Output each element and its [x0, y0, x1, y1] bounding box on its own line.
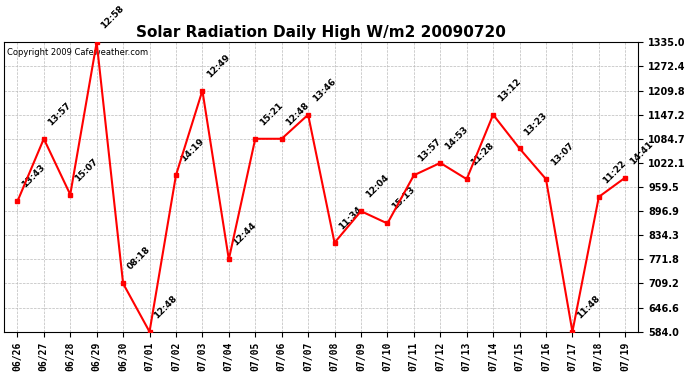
Text: 13:46: 13:46 [310, 76, 337, 103]
Text: 08:18: 08:18 [126, 245, 152, 272]
Text: 13:57: 13:57 [417, 137, 443, 164]
Text: 15:13: 15:13 [390, 185, 417, 212]
Title: Solar Radiation Daily High W/m2 20090720: Solar Radiation Daily High W/m2 20090720 [137, 25, 506, 40]
Text: 12:49: 12:49 [205, 52, 232, 79]
Text: 13:23: 13:23 [522, 110, 549, 137]
Text: 14:41: 14:41 [628, 139, 655, 166]
Text: 12:48: 12:48 [284, 100, 311, 127]
Text: 13:07: 13:07 [549, 141, 575, 168]
Text: 12:48: 12:48 [152, 294, 179, 320]
Text: 11:34: 11:34 [337, 204, 364, 231]
Text: 14:53: 14:53 [443, 124, 470, 152]
Text: 11:28: 11:28 [469, 141, 496, 168]
Text: 13:57: 13:57 [46, 100, 73, 127]
Text: 12:44: 12:44 [231, 221, 258, 248]
Text: 15:07: 15:07 [73, 156, 99, 183]
Text: 15:21: 15:21 [258, 100, 284, 127]
Text: 12:04: 12:04 [364, 173, 391, 200]
Text: 11:48: 11:48 [575, 294, 602, 320]
Text: 13:12: 13:12 [495, 76, 522, 103]
Text: 13:43: 13:43 [20, 163, 47, 190]
Text: 12:58: 12:58 [99, 4, 126, 31]
Text: 11:22: 11:22 [602, 159, 628, 185]
Text: 14:19: 14:19 [179, 137, 206, 164]
Text: Copyright 2009 Cafeweather.com: Copyright 2009 Cafeweather.com [8, 48, 148, 57]
